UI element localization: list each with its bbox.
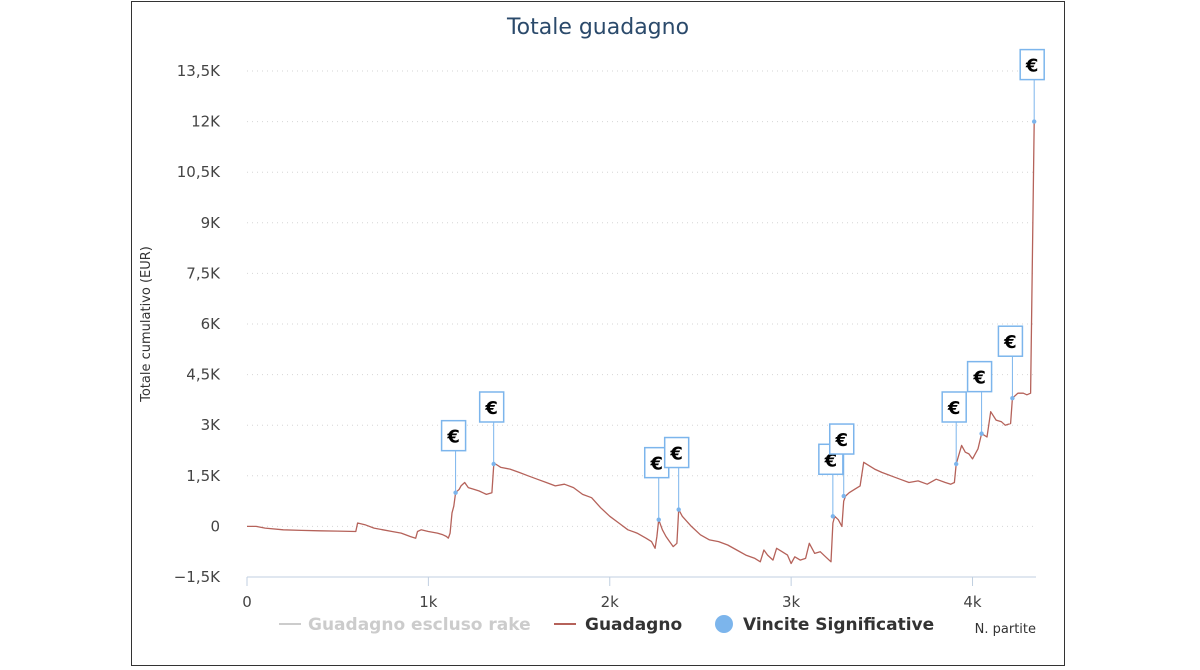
flag-vincita[interactable]: € [828, 423, 855, 499]
y-tick-label: 3K [201, 416, 222, 434]
flag-box [663, 436, 690, 469]
legend-label-guadagno-escluso-rake: Guadagno escluso rake [308, 615, 531, 635]
flag-label-euro: € [669, 444, 683, 465]
flag-vincita[interactable]: € [966, 360, 993, 436]
flag-point [979, 431, 984, 436]
flag-label-euro: € [972, 368, 986, 389]
legend-label-vincite-significative: Vincite Significative [743, 615, 934, 635]
y-tick-label: −1,5K [174, 568, 221, 586]
legend-item-vincite-significative[interactable]: Vincite Significative [715, 615, 934, 635]
legend: Guadagno escluso rake Guadagno Vincite S… [279, 615, 934, 635]
legend-item-guadagno-escluso-rake[interactable]: Guadagno escluso rake [279, 615, 531, 635]
x-tick-label: 2k [601, 593, 620, 611]
x-tick-label: 0 [242, 593, 252, 611]
flag-point [830, 514, 836, 519]
x-tick-label: 1k [419, 593, 438, 611]
line-chart: Totale guadagno −1,5K 0 1,5K 3K 4,5K 6K 7,5K 9K… [139, 15, 1045, 637]
flag-point [1031, 119, 1037, 124]
flag-vincita[interactable]: € [663, 436, 690, 512]
flag-label-euro: € [446, 427, 460, 448]
x-axis-title: N. partite [975, 622, 1036, 637]
flag-box [966, 360, 993, 393]
flag-vincita[interactable]: € [440, 419, 467, 495]
x-axis-ticks: 0 1k 2k 3k 4k [242, 593, 982, 611]
flag-label-euro: € [1025, 56, 1039, 77]
series-vincite-significative: €€€ € €€€€€€ [440, 48, 1045, 522]
x-axis [246, 576, 1036, 586]
flag-point [1010, 396, 1015, 401]
flag-box [440, 419, 467, 452]
y-tick-label: 9K [201, 214, 222, 232]
flag-label-euro: € [1003, 332, 1017, 353]
series-line-guadagno [247, 121, 1035, 565]
y-tick-label: 6K [201, 315, 222, 333]
y-tick-label: 1,5K [186, 467, 221, 485]
series-guadagno [247, 121, 1035, 565]
chart-title: Totale guadagno [506, 15, 689, 40]
flag-box [1019, 48, 1045, 81]
flag-box [941, 391, 967, 423]
x-tick-label: 3k [782, 593, 801, 611]
flag-point [676, 507, 681, 512]
y-axis-title: Totale cumulativo (EUR) [139, 246, 154, 403]
y-axis-ticks: −1,5K 0 1,5K 3K 4,5K 6K 7,5K 9K 10,5K 12K 13,5K [174, 62, 221, 586]
flag-point [453, 490, 458, 495]
y-tick-label: 4,5K [186, 366, 221, 384]
flag-point [841, 493, 846, 499]
flag-vincita[interactable]: € [997, 325, 1024, 401]
flag-label-euro: € [824, 450, 838, 471]
flag-vincita[interactable]: € [941, 391, 967, 467]
y-tick-label: 7,5K [186, 264, 221, 282]
flag-label-euro: € [649, 454, 663, 475]
flag-point [491, 461, 496, 467]
flag-box [478, 391, 505, 423]
flag-point [656, 517, 661, 522]
legend-swatch-vincite-significative [715, 615, 733, 633]
chart-frame: Totale guadagno −1,5K 0 1,5K 3K 4,5K 6K 7,5K 9K… [131, 1, 1065, 666]
y-tick-label: 10,5K [177, 163, 221, 181]
flag-vincita[interactable]: € [478, 391, 505, 467]
flag-label-euro: € [834, 430, 848, 451]
flag-vincita[interactable]: € [818, 443, 844, 519]
legend-label-guadagno: Guadagno [585, 615, 682, 635]
y-tick-label: 13,5K [177, 62, 221, 80]
flag-label-euro: € [484, 398, 498, 419]
y-tick-label: 12K [191, 113, 221, 131]
y-tick-label: 0 [210, 517, 220, 535]
legend-item-guadagno[interactable]: Guadagno [554, 615, 682, 635]
flag-box [997, 325, 1024, 357]
flag-point [953, 461, 959, 467]
grid-lines [247, 70, 1036, 527]
x-tick-label: 4k [963, 593, 982, 611]
flag-label-euro: € [947, 398, 961, 419]
flag-box [828, 423, 855, 455]
flag-vincita[interactable]: € [1019, 48, 1045, 124]
